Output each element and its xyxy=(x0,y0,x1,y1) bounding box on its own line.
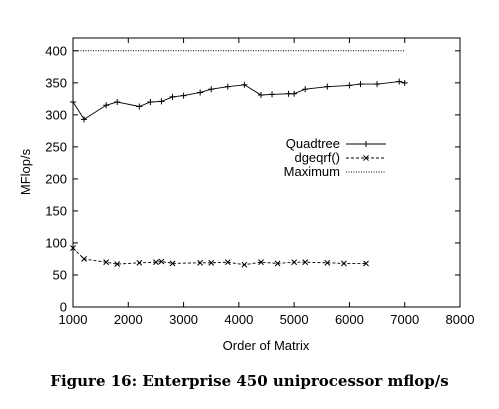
data-point-quadtree xyxy=(197,89,204,96)
data-point-dgeqrf xyxy=(114,261,121,267)
data-point-dgeqrf xyxy=(153,259,159,266)
data-point-dgeqrf xyxy=(302,259,309,266)
data-point-quadtree xyxy=(169,93,176,100)
series-layer xyxy=(70,50,408,268)
y-tick-label: 50 xyxy=(53,267,67,282)
y-tick-label: 400 xyxy=(45,43,67,58)
data-point-dgeqrf xyxy=(291,259,298,266)
y-tick-label: 150 xyxy=(45,203,67,218)
data-point-quadtree xyxy=(103,102,110,109)
x-tick-label: 5000 xyxy=(280,312,309,327)
x-tick-label: 7000 xyxy=(390,312,419,327)
data-point-dgeqrf xyxy=(169,260,176,267)
data-point-quadtree xyxy=(257,92,264,99)
legend-marker-quadtree xyxy=(363,141,369,147)
data-point-dgeqrf xyxy=(197,259,204,266)
x-tick-label: 1000 xyxy=(59,312,88,327)
series-line-dgeqrf xyxy=(72,247,366,266)
data-point-dgeqrf xyxy=(340,260,347,267)
data-point-quadtree xyxy=(114,99,121,106)
data-point-dgeqrf xyxy=(70,245,76,251)
legend-samples xyxy=(346,141,386,173)
x-axis-label: Order of Matrix xyxy=(223,338,310,353)
data-point-quadtree xyxy=(208,86,215,93)
data-point-dgeqrf xyxy=(158,258,165,265)
x-tick-label: 4000 xyxy=(224,312,253,327)
data-point-dgeqrf xyxy=(136,259,143,266)
data-point-quadtree xyxy=(158,98,165,105)
axis-ticks xyxy=(72,38,461,308)
data-point-dgeqrf xyxy=(324,259,331,266)
x-tick-label: 6000 xyxy=(335,312,364,327)
data-point-quadtree xyxy=(302,86,309,93)
plot-area-frame xyxy=(72,37,461,308)
legend: Quadtree dgeqrf() Maximum xyxy=(284,136,386,179)
data-point-dgeqrf xyxy=(258,259,264,266)
y-tick-label: 200 xyxy=(45,171,67,186)
data-point-quadtree xyxy=(324,83,331,90)
data-point-quadtree xyxy=(396,78,403,85)
y-tick-label: 100 xyxy=(45,235,67,250)
data-point-quadtree xyxy=(241,81,248,88)
figure-caption: Figure 16: Enterprise 450 uniprocessor m… xyxy=(50,372,449,390)
data-point-quadtree xyxy=(224,83,231,90)
legend-label-quadtree: Quadtree xyxy=(286,136,340,151)
series-line-quadtree xyxy=(72,81,405,120)
data-point-quadtree xyxy=(269,91,276,98)
data-point-quadtree xyxy=(136,103,143,110)
x-tick-label: 8000 xyxy=(446,312,475,327)
data-point-quadtree xyxy=(357,81,364,88)
series-quadtree xyxy=(70,78,408,123)
legend-label-maximum: Maximum xyxy=(284,164,340,179)
data-point-quadtree xyxy=(401,79,408,86)
y-tick-label: 250 xyxy=(45,139,67,154)
data-point-quadtree xyxy=(180,92,187,99)
data-point-dgeqrf xyxy=(81,256,87,262)
data-point-dgeqrf xyxy=(241,261,248,268)
legend-label-dgeqrf: dgeqrf() xyxy=(294,150,340,165)
data-point-quadtree xyxy=(81,116,88,123)
data-point-dgeqrf xyxy=(274,260,281,267)
y-axis-label: MFlop/s xyxy=(18,148,33,195)
y-tick-label: 300 xyxy=(45,107,67,122)
data-point-quadtree xyxy=(291,90,298,97)
data-point-dgeqrf xyxy=(103,259,110,266)
y-tick-labels: 0 50 100 150 200 250 300 350 400 xyxy=(45,43,67,314)
legend-marker-dgeqrf xyxy=(363,155,369,161)
y-tick-label: 350 xyxy=(45,75,67,90)
data-point-quadtree xyxy=(346,82,353,89)
data-point-dgeqrf xyxy=(224,259,231,266)
data-point-quadtree xyxy=(285,90,292,97)
x-tick-labels: 1000 2000 3000 4000 5000 6000 7000 8000 xyxy=(59,312,475,327)
data-point-dgeqrf xyxy=(208,259,215,266)
x-tick-label: 2000 xyxy=(114,312,143,327)
y-tick-label: 0 xyxy=(60,300,67,315)
data-point-dgeqrf xyxy=(363,260,369,267)
data-point-quadtree xyxy=(70,99,76,106)
data-point-quadtree xyxy=(147,99,154,106)
series-dgeqrf xyxy=(70,245,369,268)
data-point-quadtree xyxy=(374,81,381,88)
x-tick-label: 3000 xyxy=(169,312,198,327)
